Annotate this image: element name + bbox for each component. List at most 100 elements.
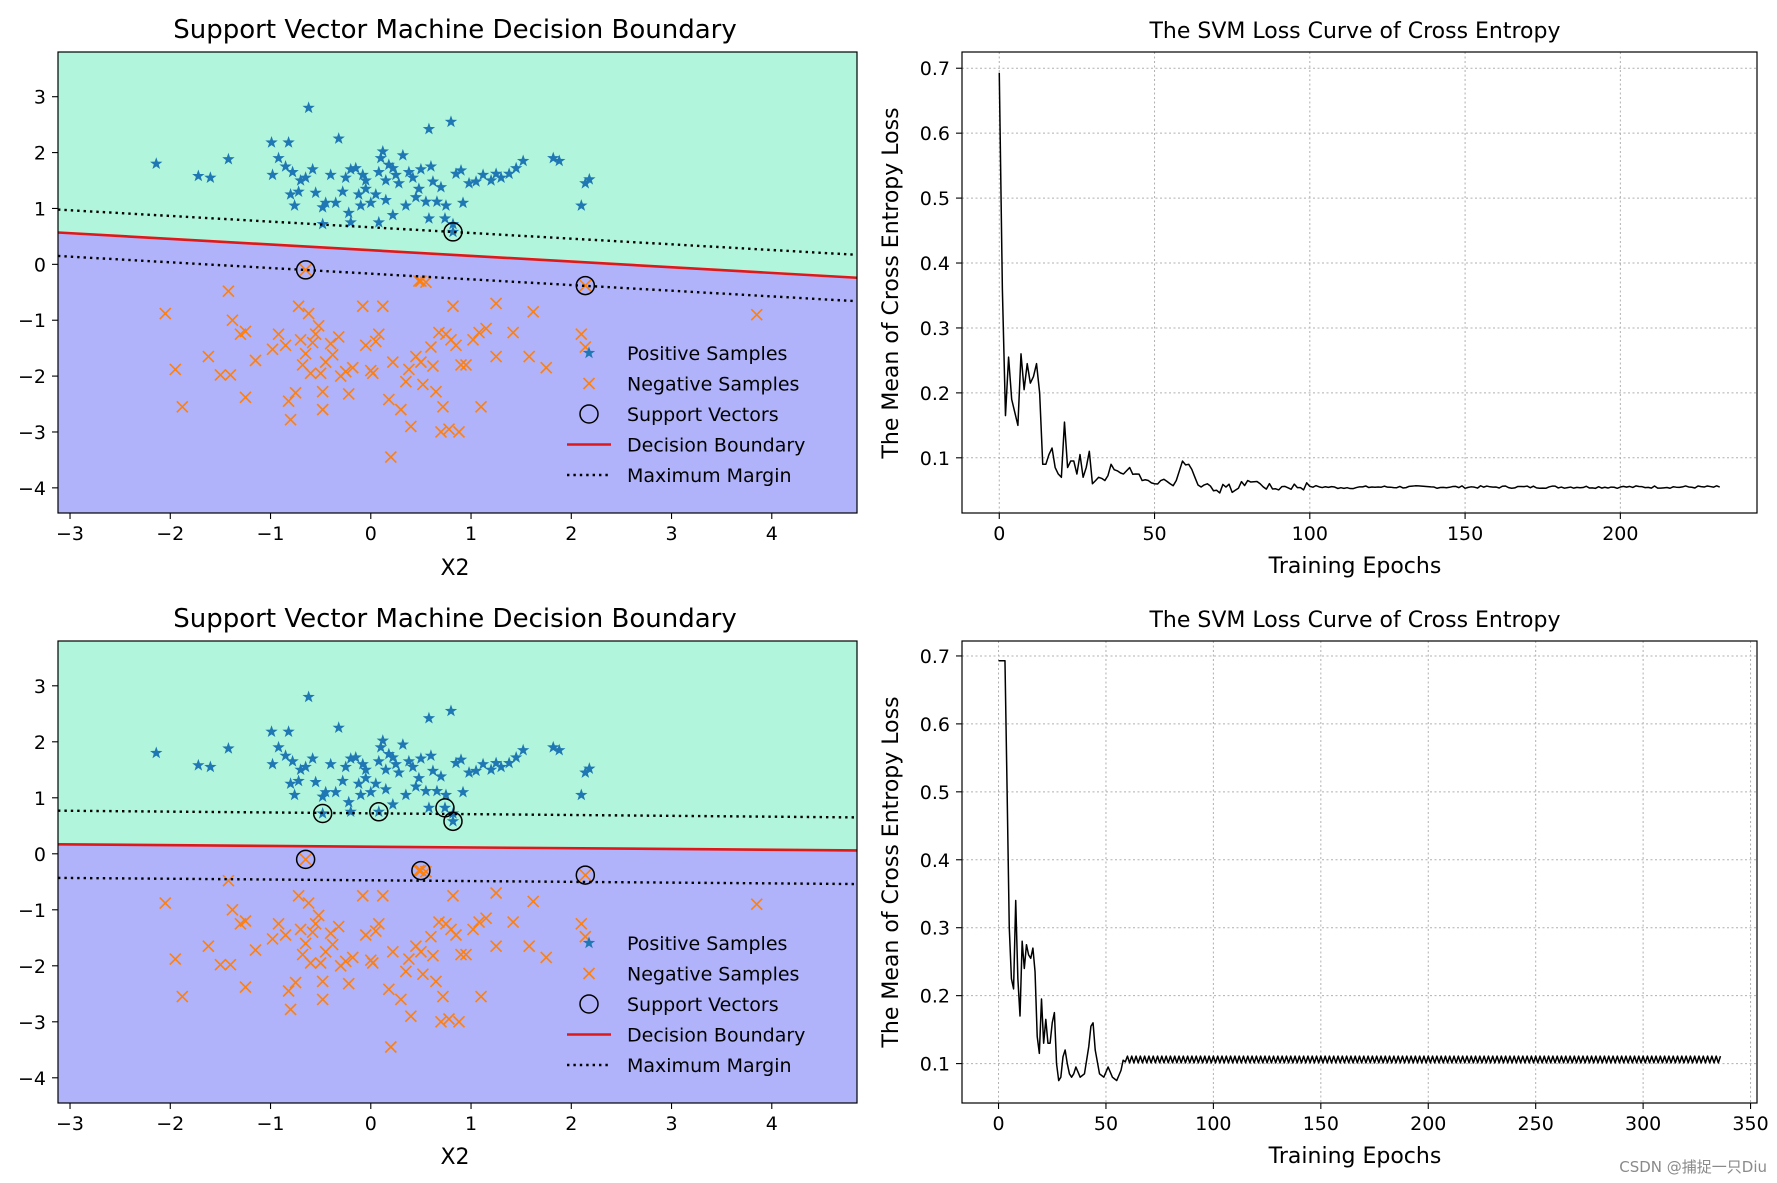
negative-sample-marker	[382, 393, 395, 406]
negative-sample-marker	[282, 984, 295, 998]
loss-ylabel-top: The Mean of Cross Entropy Loss	[879, 107, 904, 459]
y-tick-label: 0.2	[920, 986, 950, 1008]
support-vector-circle	[575, 275, 596, 296]
negative-sample-marker	[446, 889, 460, 902]
positive-sample-marker	[489, 756, 503, 769]
positive-sample-marker	[344, 805, 357, 818]
positive-sample-marker	[284, 187, 297, 200]
positive-sample-marker	[386, 161, 400, 174]
y-tick-label: −3	[18, 1012, 46, 1034]
positive-sample-marker	[434, 180, 448, 193]
positive-sample-marker	[339, 171, 352, 183]
negative-sample-marker	[222, 874, 235, 887]
positive-sample-marker	[446, 814, 460, 827]
positive-sample-marker	[292, 774, 305, 787]
negative-sample-marker	[575, 917, 588, 930]
positive-sample-marker	[502, 167, 516, 180]
max-margin-line-lower	[58, 254, 857, 303]
positive-sample-marker	[352, 187, 365, 200]
positive-sample-marker	[502, 756, 516, 769]
negative-sample-marker	[299, 937, 312, 950]
negative-sample-marker	[309, 328, 322, 341]
positive-sample-marker	[349, 750, 362, 763]
x-tick-label: 100	[1292, 523, 1328, 545]
y-tick-label: 0.6	[920, 123, 950, 145]
positive-sample-marker	[422, 122, 436, 135]
negative-sample-marker	[466, 333, 480, 346]
x-tick-label: 100	[1195, 1113, 1231, 1135]
positive-sample-marker	[444, 115, 458, 128]
negative-sample-marker	[472, 326, 486, 339]
loss-xlabel-bottom: Training Epochs	[1268, 1144, 1442, 1169]
positive-sample-marker	[419, 195, 433, 208]
positive-sample-marker	[329, 785, 342, 798]
positive-sample-marker	[422, 801, 436, 814]
positive-sample-marker	[444, 704, 458, 717]
negative-sample-marker	[459, 948, 473, 961]
negative-sample-marker	[527, 305, 540, 318]
y-tick-label: 2	[34, 732, 46, 754]
positive-sample-marker	[336, 185, 349, 197]
positive-sample-marker	[286, 754, 299, 767]
legend-label: Negative Samples	[627, 374, 799, 396]
decision-boundary-line	[58, 231, 857, 280]
positive-sample-marker	[476, 757, 490, 770]
positive-sample-marker	[376, 734, 389, 746]
legend-positive-icon	[582, 936, 596, 949]
negative-sample-marker	[369, 925, 382, 938]
negative-sample-marker	[416, 968, 429, 981]
positive-sample-marker	[342, 206, 355, 219]
svm-title-bottom: Support Vector Machine Decision Boundary	[173, 604, 736, 634]
negative-sample-marker	[376, 300, 389, 313]
negative-sample-marker	[289, 976, 302, 989]
negative-sample-marker	[404, 1010, 417, 1023]
positive-sample-marker	[306, 162, 319, 175]
x-tick-label: 300	[1625, 1113, 1661, 1135]
negative-sample-marker	[449, 928, 463, 942]
y-tick-label: 3	[34, 676, 46, 698]
positive-sample-marker	[386, 208, 400, 221]
support-vector-circle	[443, 811, 463, 832]
x-tick-label: −2	[156, 523, 184, 545]
negative-sample-marker	[386, 945, 399, 958]
negative-sample-marker	[239, 391, 252, 404]
positive-sample-marker	[150, 157, 163, 170]
negative-sample-marker	[579, 869, 592, 882]
positive-sample-marker	[575, 788, 588, 801]
positive-sample-marker	[438, 212, 452, 224]
positive-sample-marker	[192, 169, 205, 182]
negative-sample-marker	[369, 335, 382, 348]
positive-sample-marker	[265, 725, 278, 737]
legend-support-icon	[579, 994, 599, 1014]
y-tick-label: 0.7	[920, 58, 950, 80]
negative-sample-marker	[474, 990, 488, 1003]
positive-sample-marker	[422, 212, 436, 224]
legend-label: Negative Samples	[627, 964, 799, 986]
positive-sample-marker	[369, 777, 382, 790]
positive-sample-marker	[382, 747, 396, 760]
negative-sample-marker	[294, 333, 307, 346]
negative-sample-marker	[372, 917, 385, 930]
negative-sample-marker	[266, 932, 279, 945]
negative-sample-marker	[429, 975, 443, 988]
negative-sample-marker	[376, 889, 389, 902]
svm-plot-area	[58, 641, 857, 1103]
negative-sample-marker	[414, 356, 427, 369]
negative-sample-marker	[579, 279, 592, 292]
x-tick-label: 150	[1303, 1113, 1339, 1135]
positive-sample-marker	[309, 186, 322, 199]
positive-sample-marker	[279, 160, 292, 172]
positive-sample-marker	[319, 196, 332, 209]
positive-sample-marker	[222, 742, 235, 754]
positive-sample-marker	[484, 763, 498, 776]
positive-sample-marker	[294, 174, 307, 186]
x-tick-label: 350	[1732, 1113, 1768, 1135]
legend-label: Positive Samples	[627, 933, 787, 955]
positive-sample-marker	[354, 788, 367, 801]
negative-sample-marker	[474, 400, 488, 413]
negative-sample-marker	[449, 339, 463, 352]
y-tick-label: −4	[18, 1068, 46, 1090]
y-tick-label: 0.6	[920, 714, 950, 736]
negative-sample-marker	[432, 916, 446, 929]
negative-sample-marker	[332, 330, 345, 344]
